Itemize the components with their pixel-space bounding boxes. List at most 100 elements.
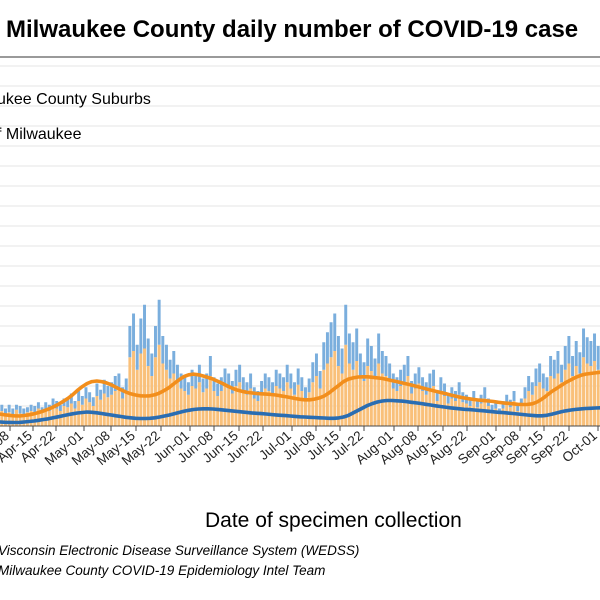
bar-city [249, 388, 253, 426]
bar-suburbs [293, 382, 296, 395]
bar-city [421, 391, 425, 426]
bar-suburbs [399, 369, 403, 386]
bar-city [545, 391, 549, 426]
bar-suburbs [260, 381, 264, 394]
bar-city [472, 401, 476, 426]
bar-city [593, 361, 596, 426]
bar-suburbs [384, 356, 388, 376]
bar-suburbs [274, 369, 278, 386]
bar-suburbs [304, 387, 307, 399]
bar-city [223, 384, 227, 426]
bar-suburbs [124, 378, 128, 393]
bar-suburbs [58, 404, 62, 411]
bar-suburbs [36, 402, 40, 409]
legend-label-city: f Milwaukee [0, 126, 82, 143]
bar-city [336, 366, 340, 426]
bar-suburbs [190, 369, 194, 386]
bar-suburbs [494, 401, 498, 409]
bar-suburbs [135, 344, 139, 370]
bar-suburbs [296, 368, 300, 385]
bar-suburbs [139, 318, 143, 354]
bar-suburbs [596, 346, 600, 370]
bar-suburbs [25, 407, 29, 413]
bar-city [556, 373, 560, 426]
x-axis-title: Date of specimen collection [205, 509, 462, 532]
bar-suburbs [373, 358, 377, 379]
bar-suburbs [175, 364, 179, 383]
bar-city [238, 382, 242, 426]
bar-suburbs [289, 373, 293, 389]
bar-suburbs [29, 404, 33, 411]
bar-suburbs [7, 404, 11, 413]
bar-city [454, 401, 457, 426]
bar-city [358, 376, 362, 426]
bar-city [0, 411, 4, 426]
source-note-intel-team: Milwaukee County COVID-19 Epidemiology I… [0, 563, 326, 578]
bar-suburbs [501, 401, 505, 409]
bar-city [388, 381, 392, 426]
bar-city [589, 366, 593, 426]
bar-city [117, 388, 121, 426]
bar-city [157, 344, 161, 426]
bar-suburbs [263, 373, 267, 389]
bar-suburbs [366, 338, 370, 366]
bar-suburbs [560, 364, 564, 383]
bar-city [91, 406, 95, 426]
bar-suburbs [278, 373, 282, 389]
x-axis-ticks: 08Apr-15Apr-22May-01May-08May-15May-22Ju… [0, 426, 600, 468]
bar-suburbs [154, 326, 157, 358]
bar-suburbs [66, 398, 70, 408]
bar-suburbs [227, 373, 231, 389]
bar-suburbs [538, 363, 542, 383]
bar-suburbs [157, 299, 161, 345]
bar-suburbs [238, 364, 242, 383]
bar-city [58, 411, 62, 426]
bar-city [289, 388, 293, 426]
bar-city [450, 398, 454, 426]
bar-suburbs [388, 363, 392, 381]
bar-city [534, 386, 538, 426]
bar-suburbs [329, 322, 333, 358]
bar-city [168, 378, 172, 426]
bar-suburbs [410, 381, 414, 394]
bar-city [260, 393, 264, 426]
bar-suburbs [523, 387, 527, 399]
bar-suburbs [534, 368, 538, 386]
bar-city [307, 392, 311, 426]
bar-city [175, 382, 179, 426]
bar-city [549, 376, 553, 426]
bar-city [113, 391, 117, 426]
bar-suburbs [95, 383, 99, 396]
bar-suburbs [369, 346, 373, 371]
bar-city [194, 388, 198, 426]
bar-city [355, 361, 359, 426]
bar-suburbs [380, 351, 384, 374]
bar-city [296, 384, 300, 426]
bar-suburbs [413, 373, 417, 389]
bar-city [274, 386, 278, 426]
bar-suburbs [541, 373, 545, 389]
bar-city [267, 391, 271, 426]
bar-suburbs [110, 382, 114, 395]
bar-suburbs [212, 377, 216, 391]
bar-suburbs [69, 393, 73, 404]
bar-suburbs [563, 346, 567, 370]
legend: ukee County Suburbs f Milwaukee [0, 91, 151, 143]
bar-suburbs [325, 332, 329, 364]
bar-suburbs [552, 359, 556, 379]
bar-suburbs [33, 406, 37, 414]
bar-city [351, 369, 355, 426]
bar-city [596, 369, 600, 426]
bar-suburbs [377, 333, 381, 364]
bar-suburbs [150, 353, 154, 376]
title-divider [0, 56, 600, 58]
bar-suburbs [362, 362, 366, 381]
bar-suburbs [300, 377, 304, 391]
bar-suburbs [549, 356, 553, 376]
bar-suburbs [336, 336, 340, 366]
bar-city [263, 388, 267, 426]
bar-suburbs [271, 382, 275, 395]
bar-city [11, 414, 15, 426]
bar-suburbs [99, 389, 103, 400]
bar-suburbs [307, 378, 311, 393]
